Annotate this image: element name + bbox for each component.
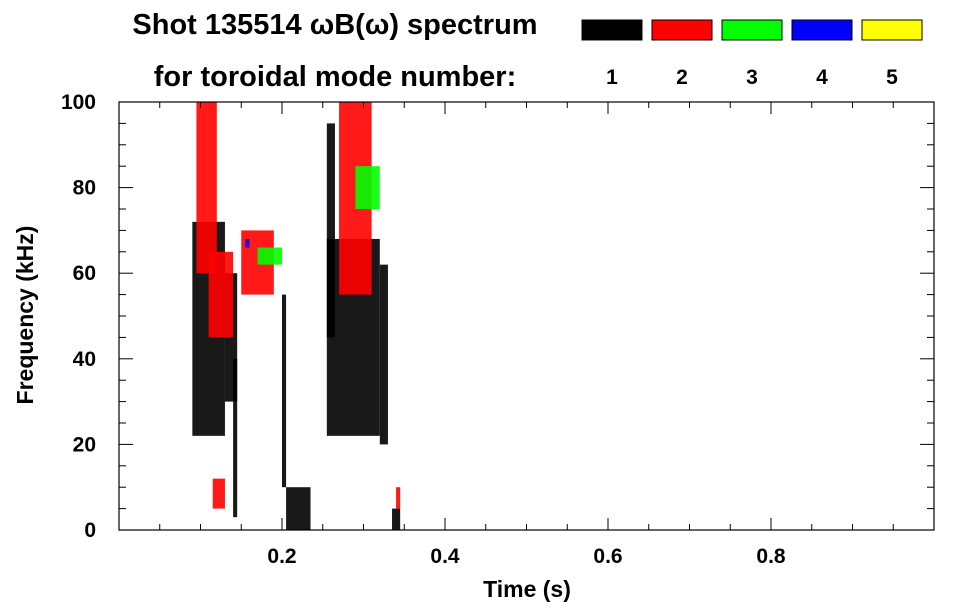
legend-label-mode-2: 2 bbox=[676, 66, 688, 89]
legend-swatch-mode-4 bbox=[791, 19, 853, 41]
spectrum-region-mode-1 bbox=[379, 264, 388, 445]
legend-swatch-mode-5 bbox=[861, 19, 923, 41]
y-tick-label: 20 bbox=[73, 433, 96, 456]
spectrum-region-mode-2 bbox=[208, 251, 234, 338]
legend-label-mode-5: 5 bbox=[886, 66, 898, 89]
y-tick-label: 0 bbox=[84, 519, 96, 542]
plot-frame bbox=[118, 101, 935, 531]
legend-swatch-mode-3 bbox=[721, 19, 783, 41]
y-tick-label: 80 bbox=[73, 177, 96, 200]
x-tick-label: 0.6 bbox=[593, 545, 622, 568]
spectrum-region-mode-1 bbox=[326, 123, 335, 338]
y-axis-label: Frequency (kHz) bbox=[12, 226, 38, 405]
spectrum-region-mode-2 bbox=[396, 487, 401, 509]
spectrum-region-mode-2 bbox=[212, 478, 225, 509]
x-tick-label: 0.4 bbox=[430, 545, 460, 568]
legend-label-mode-4: 4 bbox=[816, 66, 828, 89]
legend-label-mode-1: 1 bbox=[606, 66, 618, 89]
legend-swatch-mode-1 bbox=[581, 19, 643, 41]
legend-swatch-mode-2 bbox=[651, 19, 713, 41]
x-tick-label: 0.8 bbox=[756, 545, 786, 568]
legend-label-mode-3: 3 bbox=[746, 66, 758, 89]
x-tick-label: 0.2 bbox=[267, 545, 296, 568]
y-tick-label: 40 bbox=[73, 348, 96, 371]
axes: 0.2 0.4 0.6 0.8 0 20 40 60 80 100 bbox=[61, 91, 934, 568]
spectrum-region-mode-4 bbox=[245, 238, 250, 248]
chart-title: Shot 135514 ωB(ω) spectrum bbox=[132, 9, 537, 41]
spectrum-region-mode-1 bbox=[233, 358, 238, 518]
chart-subtitle: for toroidal mode number: bbox=[154, 61, 517, 93]
y-tick-label: 60 bbox=[73, 262, 96, 285]
plot-area bbox=[192, 102, 401, 530]
spectrum-region-mode-1 bbox=[286, 487, 311, 530]
y-tick-label: 100 bbox=[61, 91, 96, 114]
spectrum-region-mode-1 bbox=[392, 508, 401, 530]
spectrum-region-mode-2 bbox=[196, 102, 217, 274]
spectrum-region-mode-1 bbox=[282, 294, 287, 488]
spectrum-region-mode-3 bbox=[257, 247, 282, 265]
legend: 1 2 3 4 5 bbox=[581, 19, 923, 89]
spectrum-region-mode-3 bbox=[355, 166, 380, 209]
x-axis-label: Time (s) bbox=[483, 576, 571, 602]
